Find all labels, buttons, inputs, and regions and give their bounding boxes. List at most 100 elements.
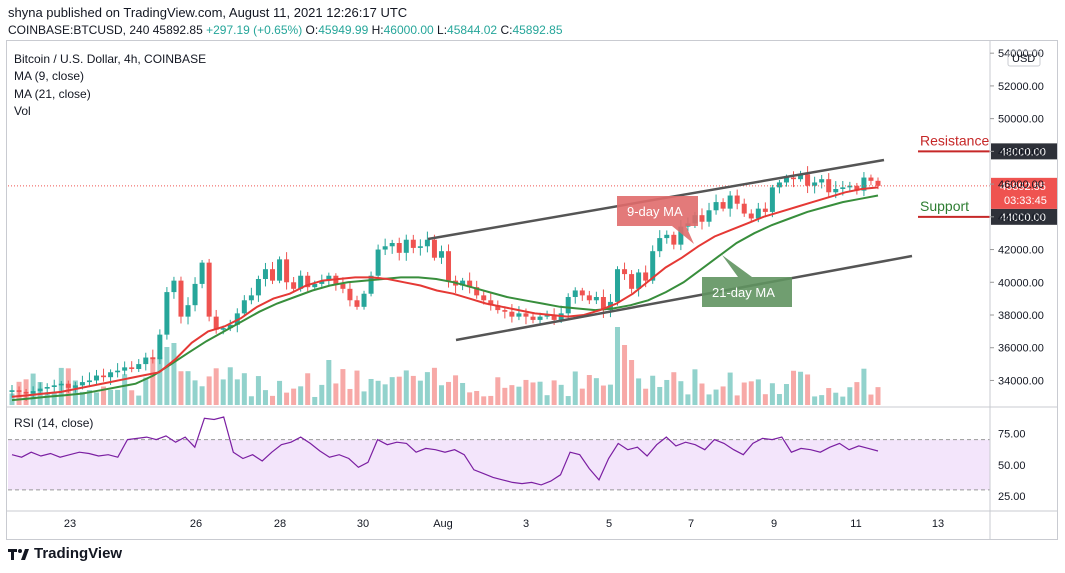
- candle-body: [600, 297, 606, 311]
- time-tick-label: 7: [688, 518, 694, 530]
- candle-body: [192, 283, 198, 306]
- candle-body: [629, 274, 635, 289]
- volume-bar: [755, 379, 761, 405]
- candle-body: [636, 272, 642, 289]
- candle-body: [734, 195, 740, 204]
- candle-body: [474, 287, 480, 296]
- candle-body: [460, 280, 466, 286]
- candle-body: [220, 328, 226, 330]
- candle-body: [544, 315, 550, 317]
- candle-body: [79, 382, 85, 386]
- volume-bar: [833, 392, 839, 405]
- candle-body: [241, 300, 247, 314]
- volume-bar: [185, 371, 191, 405]
- volume-bar: [333, 383, 339, 405]
- chart-frame[interactable]: [6, 40, 1058, 540]
- candle-body: [270, 269, 276, 281]
- volume-bar: [206, 376, 212, 405]
- candle-body: [23, 391, 29, 394]
- volume-bar: [291, 388, 297, 405]
- candle-body: [340, 283, 346, 289]
- legend-ma21[interactable]: MA (21, close): [14, 87, 91, 101]
- candle-body: [840, 187, 846, 189]
- candle-body: [255, 279, 261, 296]
- current-price-tag-bg: [991, 177, 1057, 209]
- resistance-price-tag-bg: [991, 143, 1057, 160]
- price-tick-label: 50000.00: [998, 114, 1044, 126]
- volume-bar: [354, 370, 360, 405]
- volume-bar: [453, 375, 459, 405]
- change-value: +297.19 (+0.65%): [206, 23, 303, 37]
- volume-bar: [551, 380, 557, 405]
- candle-body: [488, 300, 494, 306]
- volume-bar: [727, 372, 733, 405]
- candle-body: [122, 367, 128, 371]
- volume-bar: [446, 381, 452, 405]
- candle-body: [248, 295, 254, 301]
- time-tick-label: 28: [274, 518, 286, 530]
- candle-body: [579, 290, 585, 296]
- volume-bar: [699, 383, 705, 405]
- volume-bar: [607, 384, 613, 405]
- legend-rsi[interactable]: RSI (14, close): [14, 416, 94, 430]
- ma21-callout-bg: [702, 255, 792, 307]
- price-tick-label: 48000.00: [998, 146, 1044, 158]
- currency-label: USD: [1012, 53, 1035, 65]
- volume-bar: [692, 369, 698, 405]
- volume-bar: [284, 392, 290, 405]
- candle-body: [86, 380, 92, 383]
- candle-body: [227, 324, 233, 329]
- volume-bar: [136, 395, 142, 405]
- candle-body: [58, 383, 64, 386]
- volume-bar: [776, 394, 782, 405]
- volume-bar: [600, 385, 606, 405]
- legend-ma9[interactable]: MA (9, close): [14, 69, 85, 83]
- volume-bar: [629, 360, 635, 405]
- volume-bar: [847, 387, 853, 405]
- volume-bar: [51, 391, 57, 405]
- volume-bar: [819, 395, 825, 405]
- legend-vol[interactable]: Vol: [14, 104, 31, 118]
- candle-body: [833, 189, 839, 193]
- volume-bar: [375, 380, 381, 405]
- volume-bar: [115, 389, 121, 405]
- candle-body: [65, 383, 71, 388]
- tradingview-brand[interactable]: TradingView: [8, 545, 122, 562]
- candle-body: [115, 370, 121, 373]
- legend-title[interactable]: Bitcoin / U.S. Dollar, 4h, COINBASE: [14, 52, 207, 66]
- volume-bar: [558, 384, 564, 405]
- volume-bar: [488, 395, 494, 405]
- volume-bar: [108, 389, 114, 405]
- candle-body: [748, 213, 754, 219]
- candle-body: [368, 275, 374, 294]
- time-tick-label: 5: [606, 518, 612, 530]
- resistance-label: Resistance: [920, 132, 989, 148]
- last-price: 45892.85: [152, 23, 203, 37]
- candle-body: [51, 385, 57, 387]
- time-tick-label: Aug: [433, 518, 453, 530]
- price-tick-label: 42000.00: [998, 245, 1044, 257]
- rsi-tick-label: 75.00: [998, 428, 1026, 440]
- time-tick-label: 13: [932, 518, 944, 530]
- candle-body: [819, 179, 825, 183]
- annotations: Resistance Support 9-day MA 21-day MA 48000.…: [617, 132, 1057, 307]
- candle-body: [16, 390, 22, 392]
- volume-bar: [762, 394, 768, 405]
- candle-body: [593, 297, 599, 301]
- candle-body: [171, 280, 177, 293]
- candle-body: [783, 177, 789, 183]
- volume-bar: [579, 388, 585, 405]
- volume-bar: [713, 389, 719, 405]
- symbol-name[interactable]: COINBASE:BTCUSD, 240: [8, 23, 150, 37]
- price-tick-label: 38000.00: [998, 310, 1044, 322]
- volume-bar: [213, 368, 219, 405]
- volume-bar: [86, 390, 92, 405]
- volume-bar: [593, 378, 599, 405]
- volume-bar: [875, 387, 881, 405]
- open-value: 45949.99: [318, 23, 369, 37]
- candle-body: [826, 179, 832, 193]
- volume-bar: [319, 384, 325, 405]
- support-price-tag-bg: [991, 208, 1057, 225]
- volume-bar: [157, 357, 163, 405]
